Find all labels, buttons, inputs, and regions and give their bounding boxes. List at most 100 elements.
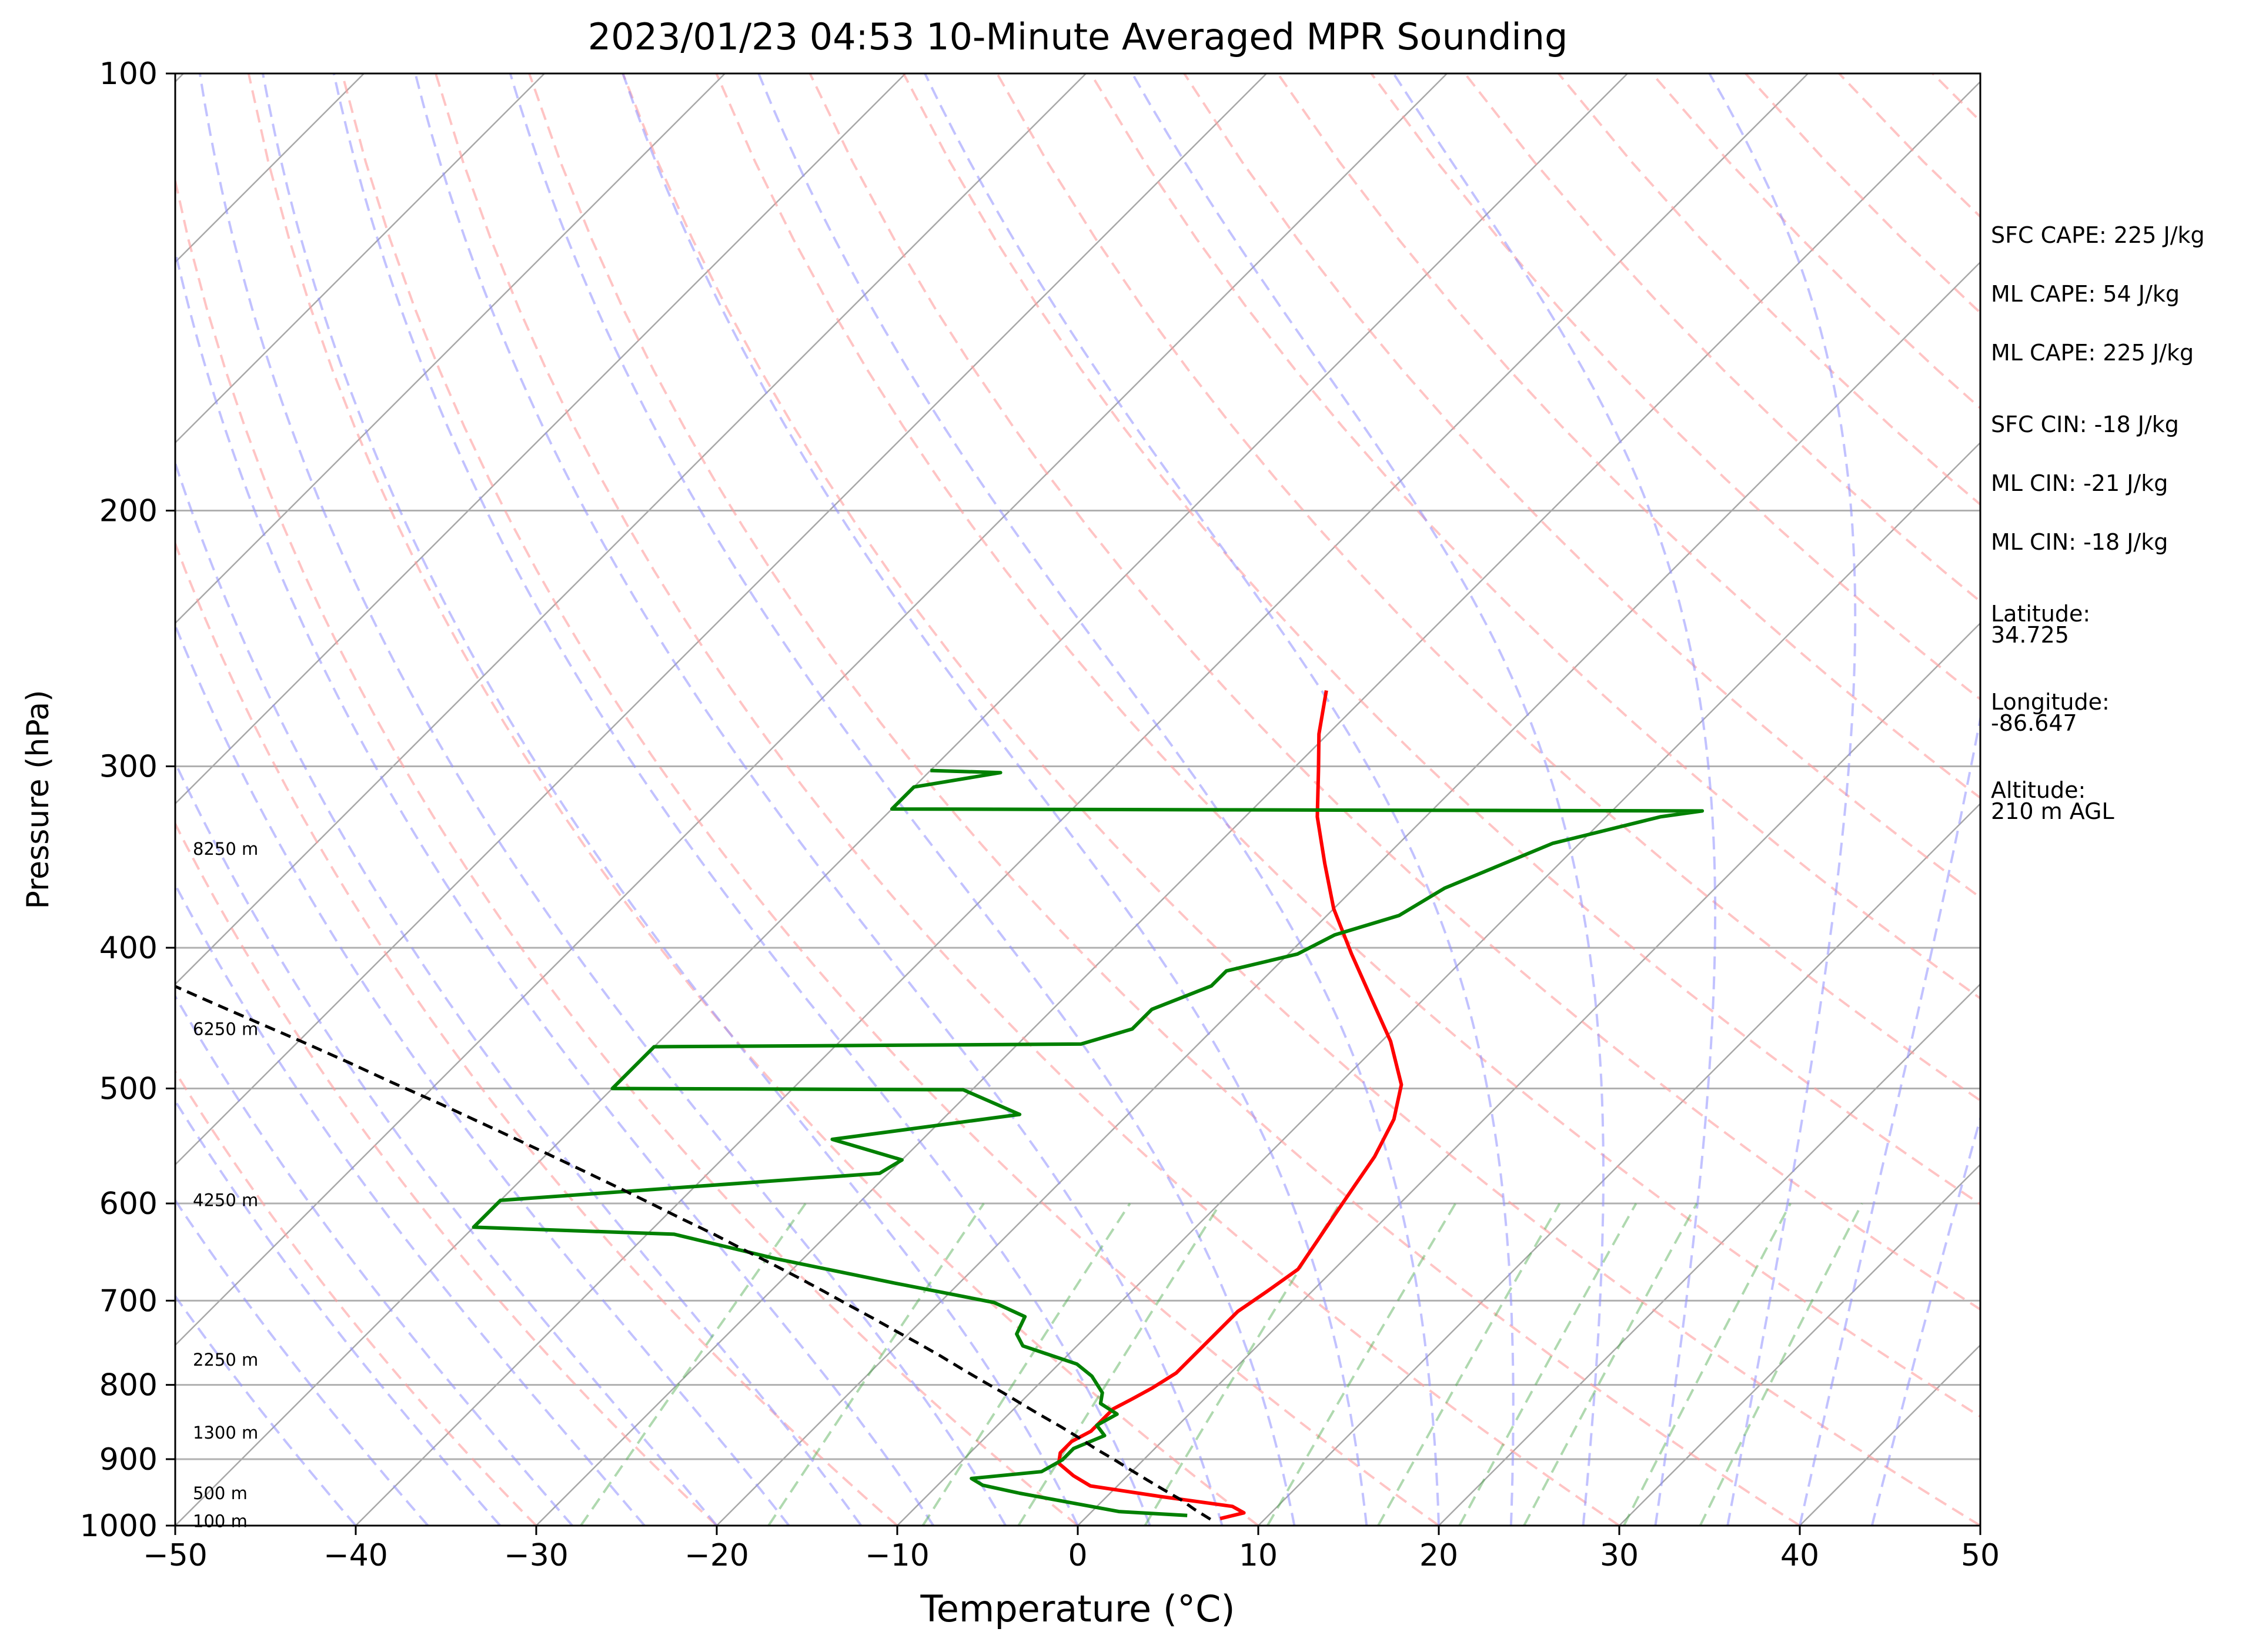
dry-adiabat-line bbox=[435, 73, 1620, 1526]
ml-cape-text: ML CAPE: 54 J/kg bbox=[1991, 281, 2180, 307]
moist-adiabat-line bbox=[757, 73, 1440, 1526]
y-axis-ticks: 100 200 300 400 500 600 700 800 900 1000 bbox=[80, 56, 175, 1544]
background-reference-lines bbox=[0, 73, 1980, 1526]
height-label: 6250 m bbox=[193, 1019, 258, 1039]
dry-adiabat-line bbox=[995, 73, 1980, 1102]
y-tick-label: 600 bbox=[99, 1186, 158, 1222]
height-label: 500 m bbox=[193, 1483, 248, 1503]
y-tick-label: 200 bbox=[99, 494, 158, 529]
isotherm-line bbox=[1438, 983, 1980, 1526]
dry-adiabat-line bbox=[175, 1069, 537, 1526]
height-label: 100 m bbox=[193, 1511, 248, 1531]
ml-cape-text: ML CAPE: 225 J/kg bbox=[1991, 340, 2194, 366]
moist-adiabat-line bbox=[175, 246, 935, 1526]
height-label: 4250 m bbox=[193, 1190, 258, 1210]
moist-adiabat-line bbox=[924, 73, 1515, 1526]
y-tick-label: 900 bbox=[99, 1442, 158, 1477]
height-label: 8250 m bbox=[193, 839, 258, 859]
height-label: 2250 m bbox=[193, 1350, 258, 1370]
parcel-path-trace bbox=[175, 985, 1212, 1521]
x-tick-label: 30 bbox=[1600, 1538, 1639, 1573]
sfc-cin-text: SFC CIN: -18 J/kg bbox=[1991, 412, 2179, 437]
dry-adiabat-line bbox=[175, 821, 718, 1526]
isotherm-line bbox=[175, 73, 906, 805]
moist-adiabat-line bbox=[1392, 73, 1717, 1526]
y-tick-label: 300 bbox=[99, 749, 158, 784]
moist-adiabat-line bbox=[175, 760, 718, 1526]
x-tick-label: 40 bbox=[1780, 1538, 1819, 1573]
isotherm-line bbox=[1258, 802, 1980, 1526]
altitude-value: 210 m AGL bbox=[1991, 798, 2114, 824]
isotherm-line bbox=[897, 442, 1980, 1526]
y-axis-label: Pressure (hPa) bbox=[21, 690, 56, 909]
longitude-label: Longitude: bbox=[1991, 689, 2110, 715]
dry-adiabat-line bbox=[715, 73, 1980, 1418]
mixing-ratio-line bbox=[1017, 1202, 1222, 1526]
y-tick-label: 400 bbox=[99, 931, 158, 966]
plot-frame bbox=[174, 72, 1981, 1527]
ml-cin-text: ML CIN: -18 J/kg bbox=[1991, 529, 2168, 555]
x-tick-label: 20 bbox=[1419, 1538, 1458, 1573]
mixing-ratio-line bbox=[1266, 1202, 1457, 1526]
x-tick-label: −20 bbox=[684, 1538, 749, 1573]
y-tick-label: 700 bbox=[99, 1283, 158, 1319]
mixing-ratio-line bbox=[1623, 1203, 1792, 1526]
isotherm-line bbox=[175, 73, 545, 444]
dry-adiabat-line bbox=[902, 73, 1980, 1206]
dry-adiabat-line bbox=[1370, 73, 1980, 701]
moist-adiabat-line bbox=[1708, 73, 1857, 1526]
x-tick-label: −50 bbox=[143, 1538, 208, 1573]
x-tick-label: −10 bbox=[865, 1538, 930, 1573]
isotherm-line bbox=[536, 81, 1980, 1526]
y-tick-label: 100 bbox=[99, 56, 158, 92]
moist-adiabat-line bbox=[175, 622, 790, 1526]
isotherm-line bbox=[175, 73, 1087, 985]
ml-cin-text: ML CIN: -21 J/kg bbox=[1991, 470, 2168, 496]
latitude-label: Latitude: bbox=[1991, 601, 2091, 627]
dry-adiabat-line bbox=[175, 540, 898, 1526]
x-tick-label: 50 bbox=[1961, 1538, 2000, 1573]
moist-adiabat-line bbox=[262, 73, 1079, 1526]
dry-adiabat-line bbox=[247, 73, 1259, 1526]
x-tick-label: −30 bbox=[504, 1538, 569, 1573]
y-tick-label: 500 bbox=[99, 1071, 158, 1106]
isotherm-line bbox=[355, 73, 1809, 1526]
moist-adiabat-line bbox=[175, 994, 573, 1526]
sfc-cape-text: SFC CAPE: 225 J/kg bbox=[1991, 222, 2205, 248]
x-tick-label: −40 bbox=[323, 1538, 388, 1573]
mixing-ratio-line bbox=[767, 1202, 985, 1526]
moist-adiabat-line bbox=[509, 73, 1296, 1526]
dry-adiabat-line bbox=[808, 73, 1980, 1311]
x-tick-label: 10 bbox=[1239, 1538, 1278, 1573]
mixing-ratio-line bbox=[580, 1202, 807, 1526]
mixing-ratio-line bbox=[921, 1202, 1131, 1526]
moist-adiabat-line bbox=[1131, 73, 1605, 1526]
height-label: 1300 m bbox=[193, 1423, 258, 1443]
y-tick-label: 1000 bbox=[80, 1509, 158, 1544]
sounding-traces bbox=[175, 690, 1705, 1521]
latitude-value: 34.725 bbox=[1991, 622, 2069, 648]
moist-adiabat-line bbox=[414, 73, 1224, 1526]
altitude-label: Altitude: bbox=[1991, 777, 2086, 803]
mixing-ratio-line bbox=[1699, 1203, 1863, 1526]
dry-adiabat-line bbox=[175, 175, 1079, 1526]
isotherm-line bbox=[175, 73, 1267, 1166]
isotherm-line bbox=[716, 261, 1980, 1526]
moist-adiabat-line bbox=[1799, 713, 1980, 1526]
dry-adiabat-line bbox=[1183, 73, 1980, 899]
moist-adiabat-line bbox=[621, 73, 1368, 1526]
isotherm-line bbox=[0, 73, 3, 1526]
dry-adiabat-line bbox=[528, 73, 1801, 1526]
mixing-ratio-line bbox=[1523, 1203, 1698, 1526]
longitude-value: -86.647 bbox=[1991, 710, 2077, 736]
x-axis-label: Temperature (°C) bbox=[920, 1587, 1235, 1630]
mixing-ratio-line bbox=[1144, 1202, 1341, 1526]
isotherm-line bbox=[175, 73, 1448, 1346]
mixing-ratio-line bbox=[1377, 1203, 1561, 1526]
isotherm-line bbox=[1619, 1163, 1980, 1526]
moist-adiabat-line bbox=[1870, 1114, 1980, 1526]
temperature-trace bbox=[1057, 690, 1403, 1521]
moist-adiabat-line bbox=[175, 459, 863, 1526]
y-tick-label: 800 bbox=[99, 1368, 158, 1403]
